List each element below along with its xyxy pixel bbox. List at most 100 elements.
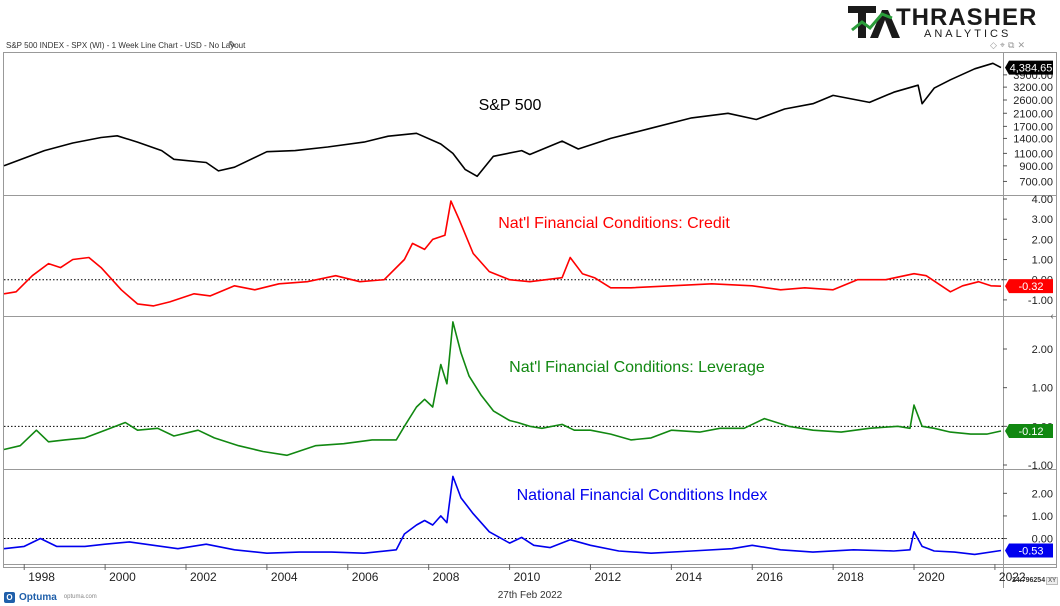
series-line-nfci[interactable]	[3, 475, 1002, 556]
data-point-leverage	[403, 425, 405, 427]
data-point-leverage	[509, 420, 511, 422]
data-point-credit	[913, 273, 915, 275]
data-point-credit	[529, 281, 531, 283]
data-point-nfci	[852, 549, 854, 551]
data-point-credit	[60, 267, 62, 269]
logo-subtitle: ANALYTICS	[924, 28, 1012, 40]
data-point-spx	[784, 108, 786, 110]
data-point-credit	[545, 279, 547, 281]
data-point-credit	[780, 289, 782, 291]
data-point-nfci	[974, 553, 976, 555]
data-point-nfci	[266, 552, 268, 554]
data-point-leverage	[743, 427, 745, 429]
series-line-credit[interactable]	[3, 200, 1002, 307]
data-point-nfci	[446, 522, 448, 524]
data-point-credit	[509, 279, 511, 281]
data-point-leverage	[913, 404, 915, 406]
y-tick-label: 900.00	[1019, 161, 1053, 173]
data-point-nfci	[39, 538, 41, 540]
y-tick-label: 1.00	[1032, 511, 1053, 523]
data-point-spx	[234, 166, 236, 168]
data-point-nfci	[913, 531, 915, 533]
data-point-nfci	[921, 545, 923, 547]
window-toolbar: ◇⌖⧉✕	[990, 40, 1028, 51]
ta-logo-mark-icon	[848, 6, 900, 38]
pencil-icon[interactable]: ✎	[228, 40, 237, 51]
data-point-leverage	[343, 443, 345, 445]
data-point-spx	[755, 118, 757, 120]
y-tick-label: 2600.00	[1013, 95, 1053, 107]
data-point-nfci	[953, 551, 955, 553]
data-point-nfci	[395, 549, 397, 551]
y-tick-label: 1700.00	[1013, 121, 1053, 133]
data-point-spx	[933, 87, 935, 89]
data-point-spx	[116, 135, 118, 137]
data-point-leverage	[446, 383, 448, 385]
data-point-spx	[387, 135, 389, 137]
x-tick-label: 2008	[433, 570, 460, 584]
data-point-nfci	[424, 519, 426, 521]
series-line-spx[interactable]	[3, 62, 1002, 178]
readout-tag: XY	[1046, 577, 1059, 585]
data-point-credit	[832, 289, 834, 291]
y-tick-label: 1.00	[1032, 255, 1053, 267]
data-point-leverage	[262, 450, 264, 452]
data-point-credit	[306, 281, 308, 283]
data-point-nfci	[416, 524, 418, 526]
data-point-spx	[832, 94, 834, 96]
data-point-spx	[363, 141, 365, 143]
optuma-logo-icon: O	[4, 591, 15, 603]
data-point-credit	[335, 275, 337, 277]
data-point-leverage	[610, 433, 612, 435]
data-point-spx	[161, 150, 163, 152]
series-line-leverage[interactable]	[3, 321, 1002, 457]
data-point-leverage	[869, 427, 871, 429]
data-point-leverage	[197, 429, 199, 431]
collapse-arrow-icon[interactable]: ‹	[1050, 311, 1054, 322]
data-point-credit	[610, 287, 612, 289]
restore-icon[interactable]: ⧉	[1008, 40, 1018, 50]
data-point-credit	[359, 281, 361, 283]
pin-icon[interactable]: ⌖	[999, 40, 1008, 50]
data-point-leverage	[286, 454, 288, 456]
y-tick-label: 4.00	[1032, 194, 1053, 206]
data-point-leverage	[529, 425, 531, 427]
data-point-nfci	[780, 549, 782, 551]
data-point-nfci	[153, 544, 155, 546]
data-point-nfci	[128, 541, 130, 543]
y-tick-label: 2.00	[1032, 488, 1053, 500]
readout-value: 24.796254	[1012, 577, 1046, 584]
x-tick-label: 2020	[918, 570, 945, 584]
diamond-icon[interactable]: ◇	[990, 40, 1000, 50]
data-point-leverage	[699, 431, 701, 433]
close-icon[interactable]: ✕	[1017, 40, 1028, 50]
data-point-spx	[43, 150, 45, 152]
data-point-spx	[100, 137, 102, 139]
data-point-credit	[962, 285, 964, 287]
data-point-nfci	[509, 542, 511, 544]
data-point-nfci	[452, 475, 454, 477]
last-value-badge	[1005, 543, 1053, 558]
data-point-credit	[472, 252, 474, 254]
data-point-spx	[691, 117, 693, 119]
data-point-nfci	[363, 552, 365, 554]
data-point-spx	[327, 146, 329, 148]
data-point-leverage	[432, 406, 434, 408]
data-point-leverage	[986, 433, 988, 435]
data-point-nfci	[549, 547, 551, 549]
data-point-spx	[266, 151, 268, 153]
data-point-credit	[949, 291, 951, 293]
data-point-nfci	[751, 544, 753, 546]
data-point-leverage	[173, 435, 175, 437]
data-point-spx	[869, 101, 871, 103]
data-point-nfci	[618, 550, 620, 552]
x-tick-label: 2018	[837, 570, 864, 584]
x-axis: 1998 2000 2002 2004 2006 2008 2010 2012 2014 2016…	[3, 564, 1057, 584]
data-point-nfci	[650, 552, 652, 554]
data-point-credit	[383, 279, 385, 281]
data-point-nfci	[893, 550, 895, 552]
panel-title-nfci: National Financial Conditions Index	[517, 487, 768, 504]
y-tick-label: 3200.00	[1013, 82, 1053, 94]
